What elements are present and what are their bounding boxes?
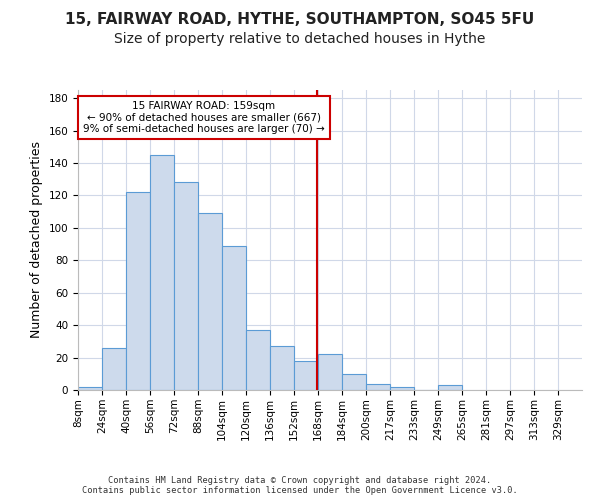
Bar: [174, 182, 198, 390]
Bar: [270, 346, 294, 390]
Bar: [150, 155, 174, 390]
Y-axis label: Number of detached properties: Number of detached properties: [30, 142, 43, 338]
Bar: [342, 374, 366, 390]
Text: Contains HM Land Registry data © Crown copyright and database right 2024.
Contai: Contains HM Land Registry data © Crown c…: [82, 476, 518, 495]
Bar: [126, 192, 150, 390]
Bar: [222, 246, 246, 390]
Bar: [102, 348, 126, 390]
Text: Size of property relative to detached houses in Hythe: Size of property relative to detached ho…: [115, 32, 485, 46]
Text: 15, FAIRWAY ROAD, HYTHE, SOUTHAMPTON, SO45 5FU: 15, FAIRWAY ROAD, HYTHE, SOUTHAMPTON, SO…: [65, 12, 535, 28]
Bar: [246, 330, 270, 390]
Text: 15 FAIRWAY ROAD: 159sqm
← 90% of detached houses are smaller (667)
9% of semi-de: 15 FAIRWAY ROAD: 159sqm ← 90% of detache…: [83, 101, 325, 134]
Bar: [390, 387, 414, 390]
Bar: [438, 385, 462, 390]
Bar: [78, 387, 102, 390]
Bar: [366, 384, 390, 390]
Bar: [294, 361, 318, 390]
Bar: [198, 213, 222, 390]
Bar: [318, 354, 342, 390]
